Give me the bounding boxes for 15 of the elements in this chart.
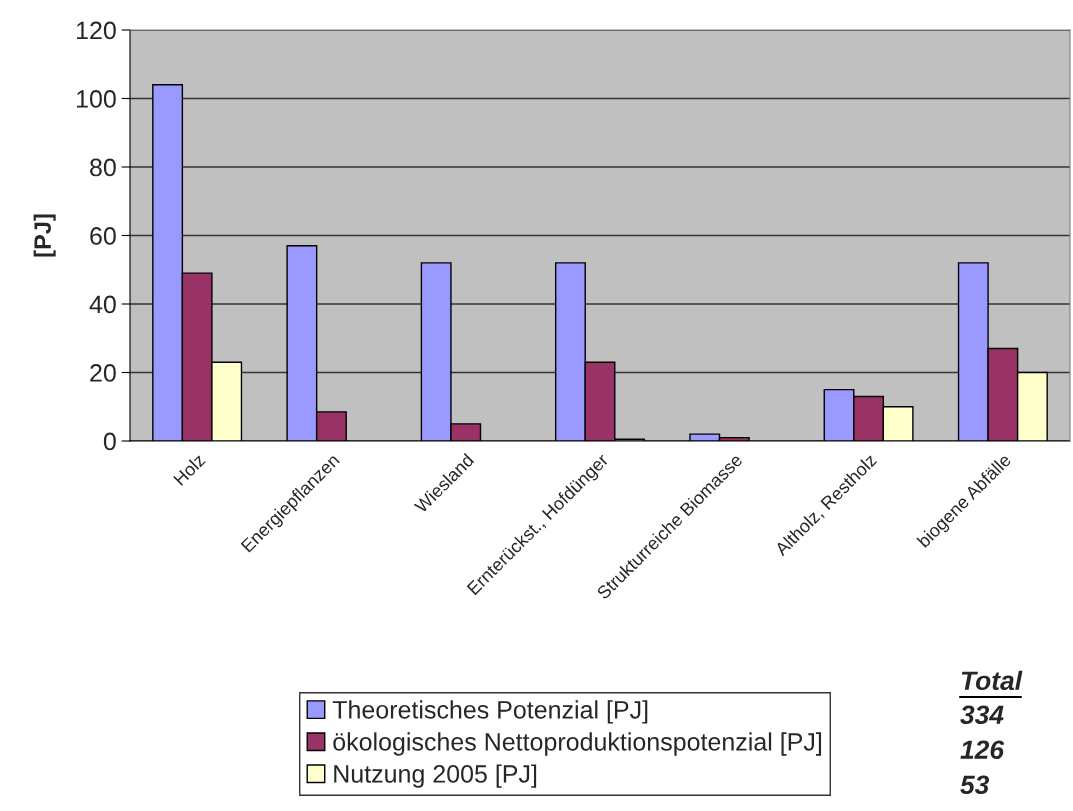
y-tick-label: 100 <box>77 90 116 108</box>
y-tick-label: 0 <box>103 432 116 451</box>
legend-label: Theoretisches Potenzial [PJ] <box>332 700 648 724</box>
y-tick-label: 40 <box>89 295 116 314</box>
text: 53 <box>960 775 990 795</box>
text: Total <box>961 670 1023 691</box>
y-tick-label: 80 <box>90 158 116 177</box>
text: 334 <box>960 705 1004 725</box>
y-tick-label: 120 <box>77 21 116 40</box>
y-axis-title: [PJ] <box>33 214 56 257</box>
legend-label: ökologisches Nettoproduktionspotenzial [PJ] <box>333 732 822 756</box>
y-tick-label: 60 <box>90 227 116 245</box>
text: 126 <box>960 740 1005 760</box>
legend-label: Nutzung 2005 [PJ] <box>334 764 537 788</box>
y-tick-label: 20 <box>90 364 116 382</box>
